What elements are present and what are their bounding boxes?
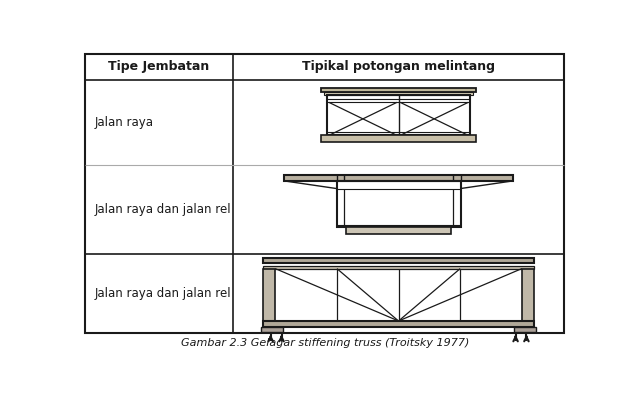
Bar — [324, 92, 473, 95]
Text: Jalan raya dan jalan rel: Jalan raya dan jalan rel — [94, 287, 231, 300]
Bar — [263, 266, 534, 269]
Bar — [263, 258, 534, 263]
Bar — [321, 89, 476, 92]
Text: Jalan raya: Jalan raya — [94, 116, 154, 129]
Text: Tipe Jembatan: Tipe Jembatan — [108, 60, 210, 73]
Text: Tipikal potongan melintang: Tipikal potongan melintang — [302, 60, 495, 73]
Bar — [284, 175, 514, 181]
Bar — [346, 227, 451, 234]
Bar — [321, 135, 476, 142]
Bar — [327, 95, 470, 135]
Text: Jalan raya dan jalan rel: Jalan raya dan jalan rel — [94, 203, 231, 216]
Bar — [337, 181, 460, 227]
Bar — [522, 269, 534, 321]
Bar — [263, 321, 534, 327]
Bar — [261, 327, 283, 332]
Bar — [263, 269, 275, 321]
Bar — [514, 327, 536, 332]
Text: Gambar 2.3 Gelagar stiffening truss (Troitsky 1977): Gambar 2.3 Gelagar stiffening truss (Tro… — [181, 337, 469, 347]
